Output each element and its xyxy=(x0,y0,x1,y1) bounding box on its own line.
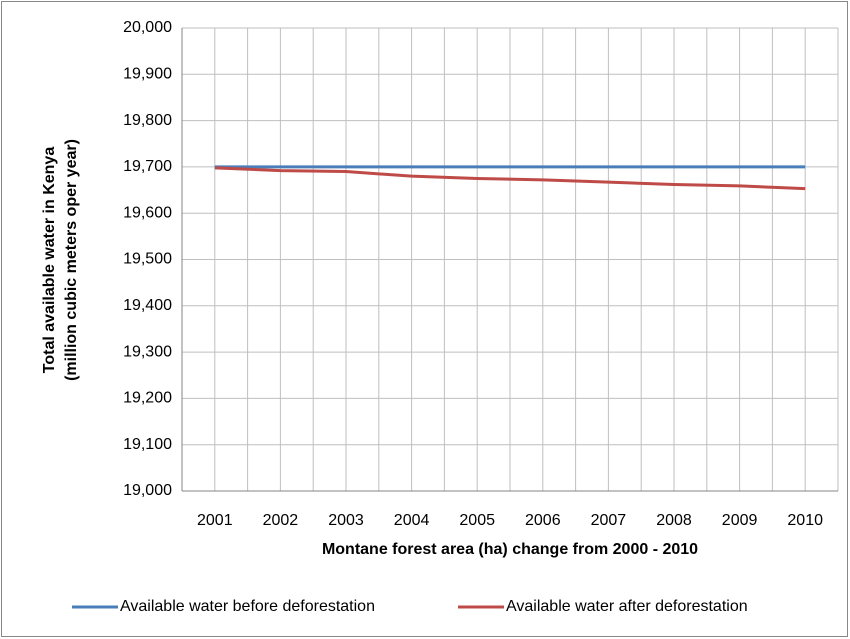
y-axis-title-line: Total available water in Kenya xyxy=(41,147,58,374)
y-tick-label: 19,000 xyxy=(123,482,172,499)
x-axis-title: Montane forest area (ha) change from 200… xyxy=(322,541,698,558)
x-tick-label: 2008 xyxy=(656,512,692,529)
y-tick-label: 19,400 xyxy=(123,297,172,314)
y-tick-label: 19,900 xyxy=(123,66,172,83)
x-tick-label: 2001 xyxy=(197,512,233,529)
y-tick-label: 19,800 xyxy=(123,112,172,129)
y-tick-label: 19,500 xyxy=(123,251,172,268)
x-tick-label: 2003 xyxy=(328,512,364,529)
y-tick-label: 19,700 xyxy=(123,158,172,175)
x-tick-label: 2005 xyxy=(459,512,495,529)
x-tick-label: 2004 xyxy=(394,512,430,529)
y-tick-label: 19,100 xyxy=(123,436,172,453)
y-tick-label: 19,200 xyxy=(123,390,172,407)
x-tick-label: 2007 xyxy=(591,512,627,529)
y-tick-label: 19,300 xyxy=(123,343,172,360)
y-tick-label: 19,600 xyxy=(123,204,172,221)
data-line xyxy=(214,166,806,191)
legend-label: Available water before deforestation xyxy=(120,598,375,615)
x-tick-label: 2010 xyxy=(787,512,823,529)
y-axis-title-line: (million cubic meters oper year) xyxy=(63,139,80,381)
y-tick-label: 20,000 xyxy=(123,19,172,36)
y-axis-title: Total available water in Kenya (million c… xyxy=(41,139,80,381)
x-tick-label: 2009 xyxy=(722,512,758,529)
legend-label: Available water after deforestation xyxy=(506,598,748,615)
x-tick-label: 2002 xyxy=(263,512,299,529)
x-tick-label: 2006 xyxy=(525,512,561,529)
